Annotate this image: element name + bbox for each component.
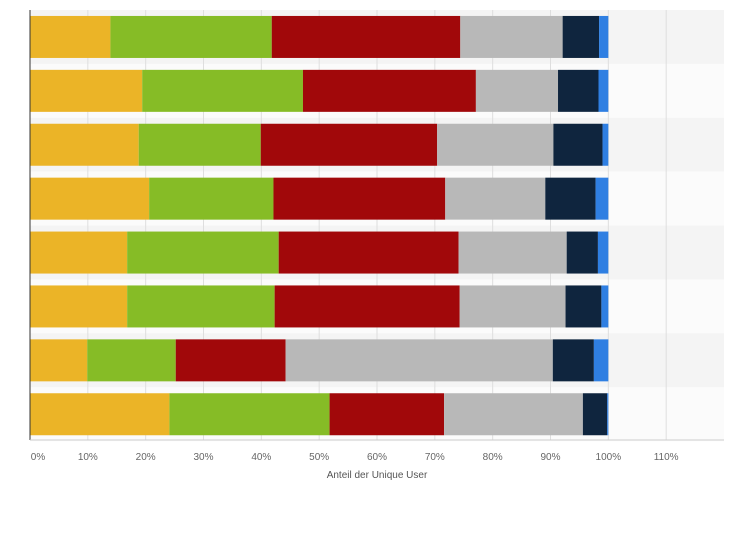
bar-row-7-segment-5	[552, 339, 594, 382]
bar-row-7-segment-1	[30, 339, 88, 382]
bar-row-2-segment-5	[558, 69, 599, 112]
bar-row-5-segment-4	[458, 231, 567, 274]
bars	[30, 15, 609, 436]
bar-row-6-segment-5	[565, 285, 602, 328]
bar-row-2-segment-2	[142, 69, 303, 112]
x-tick-label: 60%	[367, 452, 387, 463]
bar-row-3-segment-4	[437, 123, 554, 166]
bar-row-1-segment-4	[460, 15, 563, 58]
x-tick-label: 70%	[425, 452, 445, 463]
x-tick-label: 0%	[31, 452, 46, 463]
bar-row-2-segment-4	[475, 69, 559, 112]
bar-row-6-segment-6	[601, 285, 609, 328]
bar-row-4-segment-2	[149, 177, 274, 220]
bar-row-1-segment-6	[599, 15, 609, 58]
x-tick-label: 50%	[309, 452, 329, 463]
bar-row-3-segment-6	[602, 123, 609, 166]
bar-row-7-segment-6	[593, 339, 609, 382]
bar-row-2-segment-6	[598, 69, 609, 112]
bar-row-4-segment-4	[445, 177, 546, 220]
bar-row-3-segment-2	[138, 123, 261, 166]
bar-row-5-segment-5	[566, 231, 598, 274]
x-tick-label: 80%	[483, 452, 503, 463]
bar-row-1-segment-5	[562, 15, 600, 58]
bar-row-4-segment-3	[273, 177, 446, 220]
bar-row-5-segment-1	[30, 231, 128, 274]
bar-row-1-segment-1	[30, 15, 111, 58]
bar-row-2-segment-1	[30, 69, 143, 112]
bar-row-4-segment-5	[545, 177, 596, 220]
bar-row-7-segment-4	[285, 339, 553, 382]
bar-row-5-segment-6	[597, 231, 609, 274]
bar-row-5-segment-3	[278, 231, 459, 274]
bar-row-8-segment-1	[30, 393, 170, 436]
bar-row-7-segment-2	[87, 339, 176, 382]
bar-row-4-segment-6	[595, 177, 609, 220]
x-axis-title: Anteil der Unique User	[327, 470, 428, 481]
bar-row-1-segment-2	[110, 15, 272, 58]
x-tick-label: 90%	[540, 452, 560, 463]
bar-row-8-segment-4	[444, 393, 583, 436]
bar-row-4-segment-1	[30, 177, 150, 220]
bar-row-3-segment-5	[553, 123, 603, 166]
x-tick-label: 20%	[136, 452, 156, 463]
bar-row-8-segment-2	[169, 393, 330, 436]
bar-row-8-segment-6	[607, 393, 609, 436]
bar-row-7-segment-3	[175, 339, 286, 382]
x-tick-label: 30%	[193, 452, 213, 463]
x-tick-label: 40%	[251, 452, 271, 463]
axes	[29, 10, 724, 441]
bar-row-1-segment-3	[271, 15, 461, 58]
x-tick-label: 10%	[78, 452, 98, 463]
x-tick-labels: 0% 10% 20% 30% 40% 50% 60% 70% 80% 90% 100% 110%	[31, 452, 679, 463]
bar-row-6-segment-1	[30, 285, 128, 328]
bar-row-8-segment-5	[582, 393, 608, 436]
bar-row-8-segment-3	[329, 393, 445, 436]
bar-row-3-segment-3	[260, 123, 438, 166]
bar-row-2-segment-3	[302, 69, 476, 112]
x-tick-label: 100%	[596, 452, 622, 463]
x-tick-label: 110%	[654, 452, 679, 463]
bar-row-6-segment-2	[127, 285, 275, 328]
bar-row-6-segment-4	[459, 285, 566, 328]
bar-row-3-segment-1	[30, 123, 139, 166]
bar-row-5-segment-2	[127, 231, 279, 274]
bar-row-6-segment-3	[274, 285, 460, 328]
